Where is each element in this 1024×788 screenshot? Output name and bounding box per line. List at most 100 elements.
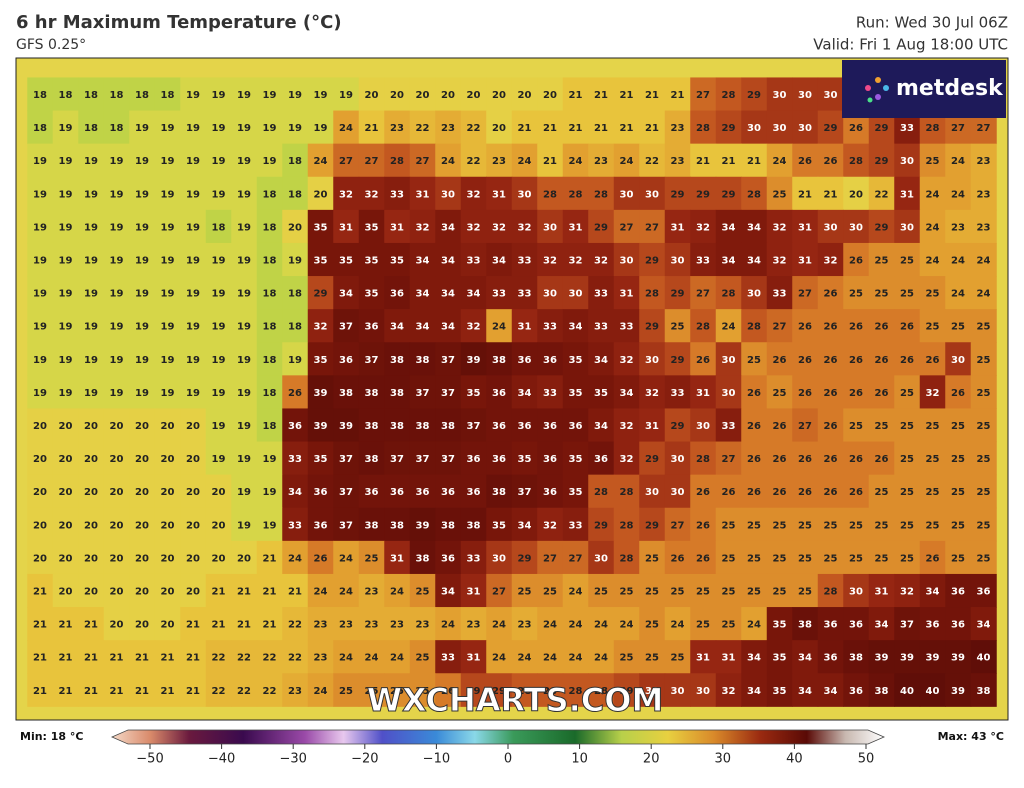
cell-value: 18 [161, 90, 175, 101]
cell [664, 540, 691, 575]
cell [792, 673, 819, 707]
cell [129, 110, 156, 145]
cell-value: 19 [263, 487, 277, 498]
cell-value: 25 [696, 587, 710, 598]
cell [715, 209, 742, 244]
cell [919, 176, 946, 211]
cell [358, 77, 385, 112]
cell [715, 507, 742, 542]
cell [690, 441, 717, 476]
cell [715, 143, 742, 178]
cell-value: 29 [671, 355, 685, 366]
cell [307, 408, 334, 443]
cell [256, 176, 283, 211]
cell [307, 375, 334, 409]
cell-value: 24 [926, 189, 940, 200]
cell-value: 39 [314, 388, 328, 399]
cell-value: 19 [237, 454, 251, 465]
cell [766, 408, 793, 443]
cell [843, 607, 870, 641]
cell [792, 573, 819, 608]
cell-value: 23 [314, 620, 328, 631]
cell-value: 25 [926, 156, 940, 167]
cell [282, 143, 309, 178]
cell-value: 32 [314, 322, 328, 333]
cell-value: 20 [186, 454, 200, 465]
cell-value: 30 [645, 686, 659, 697]
cell [868, 408, 895, 443]
cell-value: 26 [824, 289, 838, 300]
cell [562, 540, 589, 575]
cell [27, 640, 54, 674]
cell [486, 375, 513, 409]
cell [129, 673, 156, 707]
cell [562, 309, 589, 343]
cell-value: 25 [620, 653, 634, 664]
cell [486, 573, 513, 608]
cell [690, 209, 717, 244]
cell [817, 209, 844, 244]
cell-value: 20 [186, 587, 200, 598]
cell-value: 19 [212, 189, 226, 200]
cell [27, 375, 54, 409]
cell-value: 30 [518, 189, 532, 200]
cell-value: 36 [365, 487, 379, 498]
cell-value: 23 [977, 189, 991, 200]
cell [894, 242, 921, 277]
cell-value: 26 [798, 355, 812, 366]
cell-value: 34 [747, 653, 761, 664]
cell-value: 25 [773, 189, 787, 200]
cell-value: 19 [186, 90, 200, 101]
cell [919, 309, 946, 343]
cell-value: 19 [33, 256, 47, 267]
cell-value: 36 [594, 454, 608, 465]
cell [333, 176, 360, 211]
cell-value: 21 [237, 620, 251, 631]
cell [817, 408, 844, 443]
cell [409, 640, 436, 674]
cell-value: 24 [339, 587, 353, 598]
cell-value: 25 [365, 553, 379, 564]
cell-value: 27 [798, 421, 812, 432]
cell-value: 21 [33, 587, 47, 598]
cell-value: 19 [84, 355, 98, 366]
tick-label: 30 [715, 752, 732, 767]
cell-value: 23 [467, 620, 481, 631]
cell [588, 408, 615, 443]
cell-value: 33 [671, 388, 685, 399]
cell [817, 640, 844, 674]
cell-value: 38 [441, 421, 455, 432]
cell [78, 441, 105, 476]
cell [205, 540, 232, 575]
cell [154, 110, 181, 145]
cell [154, 640, 181, 674]
cell [231, 276, 258, 310]
cell [817, 276, 844, 310]
cell [511, 309, 538, 343]
cell [741, 176, 768, 211]
cell [511, 607, 538, 641]
cell [333, 540, 360, 575]
cell [154, 507, 181, 542]
cell-value: 19 [135, 156, 149, 167]
cell-value: 20 [33, 520, 47, 531]
cell-value: 27 [543, 553, 557, 564]
cell-value: 26 [926, 355, 940, 366]
cell-value: 21 [569, 90, 583, 101]
cell-value: 19 [59, 355, 73, 366]
cell-value: 36 [926, 620, 940, 631]
cell [537, 242, 564, 277]
cell-value: 27 [620, 222, 634, 233]
cell [231, 507, 258, 542]
cell [945, 309, 972, 343]
cell-value: 36 [288, 421, 302, 432]
cell-value: 36 [492, 388, 506, 399]
cell [690, 176, 717, 211]
cell [766, 640, 793, 674]
cell-value: 19 [135, 222, 149, 233]
cell-value: 21 [263, 620, 277, 631]
cell-value: 19 [84, 156, 98, 167]
cell-value: 26 [696, 355, 710, 366]
cell-value: 25 [977, 421, 991, 432]
cell [792, 176, 819, 211]
